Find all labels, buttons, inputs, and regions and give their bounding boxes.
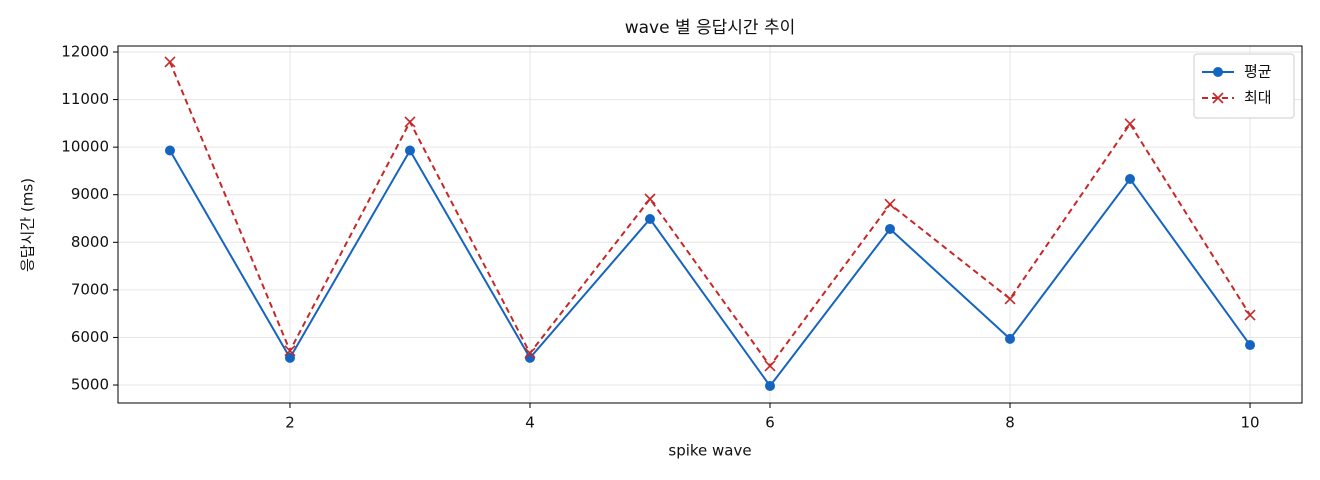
marker — [765, 380, 776, 391]
marker-cross — [164, 56, 176, 68]
marker — [1125, 174, 1136, 185]
y-tick-label: 5000 — [71, 376, 109, 394]
marker-cross — [404, 116, 416, 128]
y-tick-label: 9000 — [71, 185, 109, 203]
marker — [164, 56, 176, 68]
x-tick-label: 2 — [285, 414, 295, 432]
marker — [164, 145, 175, 156]
x-tick-label: 6 — [765, 414, 775, 432]
y-tick-label: 10000 — [61, 138, 109, 156]
series-line — [169, 148, 1251, 388]
marker — [644, 213, 655, 224]
marker — [1004, 293, 1016, 305]
marker — [885, 223, 896, 234]
y-tick-label: 6000 — [71, 328, 109, 346]
marker — [404, 145, 415, 156]
marker-cross — [884, 198, 896, 210]
y-tick-label: 8000 — [71, 233, 109, 251]
marker — [284, 345, 296, 357]
marker — [1005, 333, 1016, 344]
marker — [404, 116, 416, 128]
marker — [1124, 118, 1136, 130]
marker-cross — [1004, 293, 1016, 305]
y-tick-label: 12000 — [61, 42, 109, 60]
legend-label: 최대 — [1244, 89, 1272, 107]
marker — [284, 352, 295, 363]
marker — [1244, 309, 1256, 321]
y-tick-label: 11000 — [61, 90, 109, 108]
x-tick-label: 10 — [1240, 414, 1259, 432]
marker-cross — [1212, 92, 1224, 104]
marker — [644, 193, 656, 205]
marker — [1213, 67, 1223, 77]
plot-frame — [117, 45, 1303, 404]
y-axis-label: 응답시간 (ms) — [19, 178, 37, 272]
marker — [884, 198, 896, 210]
marker — [764, 360, 776, 372]
marker-cross — [1244, 309, 1256, 321]
marker-cross — [644, 193, 656, 205]
y-tick-label: 7000 — [71, 280, 109, 298]
marker-cross — [1124, 118, 1136, 130]
marker-cross — [284, 345, 296, 357]
x-axis-label: spike wave — [668, 442, 751, 460]
chart-title: wave 별 응답시간 추이 — [625, 18, 796, 38]
marker-cross — [524, 347, 536, 359]
series-line — [169, 61, 1251, 368]
x-tick-label: 8 — [1005, 414, 1015, 432]
marker — [1245, 340, 1256, 351]
marker — [524, 347, 536, 359]
marker-cross — [764, 360, 776, 372]
x-tick-label: 4 — [525, 414, 535, 432]
marker — [1212, 92, 1224, 104]
legend-label: 평균 — [1244, 63, 1272, 81]
